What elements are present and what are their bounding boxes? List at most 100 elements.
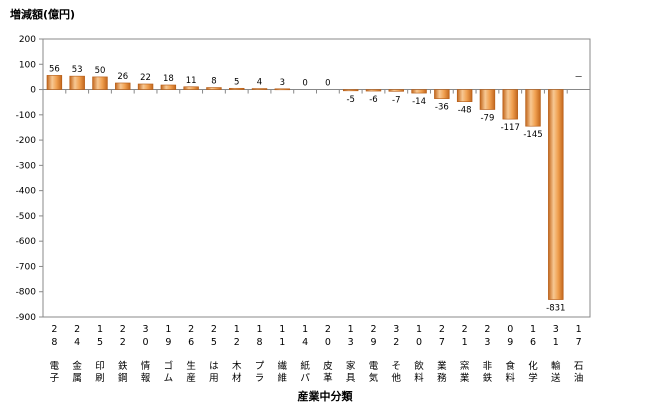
category-name-label: 紙 bbox=[300, 360, 310, 372]
category-code-label: 2 bbox=[370, 324, 376, 335]
category-name-label: ラ bbox=[255, 373, 265, 384]
category-code-label: 9 bbox=[370, 337, 376, 348]
category-code-label: 3 bbox=[484, 337, 490, 348]
category-code-label: 3 bbox=[553, 324, 559, 335]
plot-area bbox=[42, 38, 591, 318]
category-name-label: 金 bbox=[72, 360, 82, 372]
category-code-label: 0 bbox=[507, 324, 513, 335]
category-name-label: 印 bbox=[95, 360, 105, 372]
category-name-label: 具 bbox=[346, 373, 356, 384]
category-name-label: 子 bbox=[50, 373, 60, 384]
category-name-label: 窯 bbox=[460, 360, 470, 372]
category-name-label: 生 bbox=[186, 360, 196, 372]
data-label: 0 bbox=[302, 79, 307, 89]
data-label: -117 bbox=[501, 123, 520, 133]
category-code-label: 1 bbox=[302, 324, 308, 335]
category-code-label: 1 bbox=[348, 324, 354, 335]
data-label: 11 bbox=[186, 76, 197, 86]
bar bbox=[46, 75, 63, 90]
category-name-label: 非 bbox=[483, 360, 493, 372]
y-tick-label: -800 bbox=[16, 288, 37, 298]
bar bbox=[342, 89, 359, 92]
data-label: -5 bbox=[346, 95, 354, 105]
data-label: -36 bbox=[435, 103, 449, 113]
category-code-label: 0 bbox=[325, 337, 331, 348]
y-tick-label: -100 bbox=[16, 111, 37, 121]
data-label: 22 bbox=[140, 73, 151, 83]
category-name-label: 料 bbox=[414, 372, 424, 384]
category-code-label: 2 bbox=[74, 324, 80, 335]
category-code-label: 2 bbox=[120, 324, 126, 335]
bar bbox=[502, 89, 518, 120]
category-code-label: 1 bbox=[165, 324, 171, 335]
category-name-label: 家 bbox=[346, 360, 356, 372]
category-code-label: 2 bbox=[484, 324, 490, 335]
category-name-label: 化 bbox=[528, 360, 538, 372]
category-name-label: 気 bbox=[369, 372, 379, 384]
data-label: 26 bbox=[117, 72, 128, 82]
y-tick-label: -900 bbox=[16, 313, 37, 323]
category-name-label: 料 bbox=[505, 372, 515, 384]
y-tick-label: 100 bbox=[19, 60, 36, 70]
y-tick-label: -300 bbox=[16, 161, 37, 171]
category-code-label: 2 bbox=[325, 324, 331, 335]
category-code-label: 2 bbox=[439, 324, 445, 335]
bar bbox=[137, 83, 154, 90]
category-code-label: 4 bbox=[302, 337, 308, 348]
category-name-label: 革 bbox=[323, 372, 333, 384]
data-label: 50 bbox=[95, 66, 106, 76]
category-name-label: 電 bbox=[369, 361, 379, 372]
bar bbox=[479, 89, 496, 110]
category-name-label: 輸 bbox=[551, 360, 561, 372]
category-code-label: 8 bbox=[51, 337, 57, 348]
category-code-label: 2 bbox=[234, 337, 240, 348]
category-code-label: 7 bbox=[439, 337, 445, 348]
category-code-label: 9 bbox=[507, 337, 513, 348]
category-code-label: 1 bbox=[416, 324, 422, 335]
category-name-label: 務 bbox=[437, 372, 447, 384]
category-code-label: 5 bbox=[211, 337, 217, 348]
category-code-label: 1 bbox=[279, 324, 285, 335]
category-name-label: 学 bbox=[528, 372, 538, 384]
category-code-label: 6 bbox=[530, 337, 536, 348]
y-tick-label: -500 bbox=[16, 212, 37, 222]
data-label: -14 bbox=[412, 97, 426, 107]
category-code-label: 2 bbox=[462, 324, 468, 335]
bar bbox=[548, 89, 564, 300]
category-name-label: ム bbox=[164, 373, 174, 384]
category-code-label: 1 bbox=[279, 337, 285, 348]
data-label: 0 bbox=[325, 79, 330, 89]
category-code-label: 3 bbox=[393, 324, 399, 335]
category-name-label: 鉄 bbox=[118, 360, 128, 372]
category-code-label: 0 bbox=[416, 337, 422, 348]
bar bbox=[92, 76, 108, 90]
data-label: 5 bbox=[234, 77, 239, 87]
y-tick-label: -200 bbox=[16, 136, 37, 146]
category-name-label: 他 bbox=[392, 372, 402, 384]
y-axis-title: 増減額(億円) bbox=[10, 8, 76, 21]
category-code-label: 1 bbox=[553, 337, 559, 348]
data-label: 53 bbox=[72, 65, 83, 75]
y-tick-label: -600 bbox=[16, 237, 37, 247]
category-code-label: 1 bbox=[234, 324, 240, 335]
data-label: 56 bbox=[49, 64, 60, 74]
bar bbox=[434, 89, 450, 99]
category-code-label: 2 bbox=[188, 324, 194, 335]
bar bbox=[69, 75, 85, 90]
category-code-label: 1 bbox=[256, 324, 262, 335]
category-code-label: 1 bbox=[97, 324, 103, 335]
category-name-label: 業 bbox=[460, 372, 470, 384]
category-name-label: 皮 bbox=[323, 360, 333, 372]
bar bbox=[229, 87, 245, 90]
bar bbox=[160, 84, 177, 90]
category-name-label: 用 bbox=[209, 373, 219, 384]
bar bbox=[525, 89, 541, 127]
category-name-label: 繊 bbox=[278, 360, 288, 372]
category-code-label: 5 bbox=[97, 337, 103, 348]
category-name-label: 食 bbox=[505, 360, 515, 372]
category-name-label: ゴ bbox=[164, 360, 174, 372]
bar bbox=[115, 82, 131, 90]
category-name-label: 材 bbox=[232, 372, 242, 384]
category-name-label: 油 bbox=[574, 372, 584, 384]
